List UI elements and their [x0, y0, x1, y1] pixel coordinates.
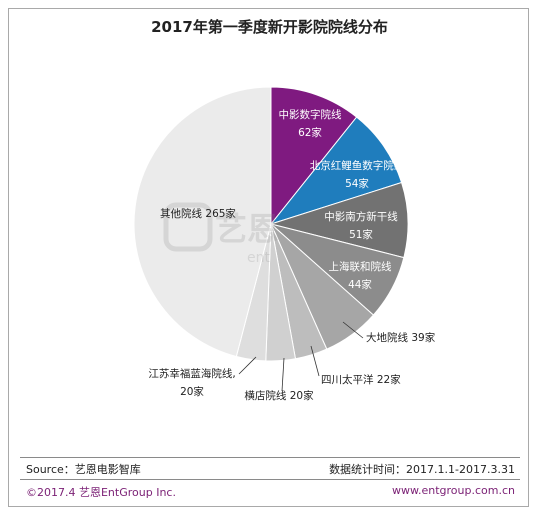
stat-time-text: 数据统计时间：2017.1.1-2017.3.31 [329, 463, 515, 476]
source-text: Source：艺恩电影智库 [26, 463, 141, 476]
slice-label-5: 四川太平洋 22家 [321, 373, 401, 386]
leader-line-6 [281, 357, 285, 392]
leader-line-5 [310, 345, 320, 377]
footer-divider-top [20, 457, 520, 458]
copyright-text: ©2017.4 艺恩EntGroup Inc. [26, 486, 176, 499]
slice-value-7: 20家 [180, 385, 204, 398]
slice-label-4: 大地院线 39家 [366, 331, 436, 344]
pie-slice-0 [270, 86, 358, 226]
slice-label-6: 横店院线 20家 [244, 389, 314, 402]
watermark-logo-text: 艺恩 [215, 210, 279, 248]
leader-line-4 [342, 321, 364, 339]
leader-line-7 [238, 356, 257, 375]
slice-label-8: 其他院线 265家 [160, 207, 236, 220]
slice-label-3: 上海联和院线 [329, 260, 392, 273]
watermark-logo: 艺恩 ent [163, 202, 279, 266]
pie-slice-8 [133, 86, 272, 358]
slice-value-3: 44家 [348, 278, 372, 291]
watermark-mark-icon [163, 202, 213, 252]
slice-label-1: 北京红鲤鱼数字院线 [310, 159, 405, 172]
pie-slice-1 [269, 116, 403, 225]
website-link[interactable]: www.entgroup.com.cn [392, 484, 515, 497]
footer-divider-bottom [20, 479, 520, 480]
slice-label-0: 中影数字院线 [279, 108, 342, 121]
slice-value-0: 62家 [298, 126, 322, 139]
chart-title: 2017年第一季度新开影院院线分布 [151, 18, 388, 36]
slice-label-7: 江苏幸福蓝海院线, [148, 367, 235, 380]
slice-value-2: 51家 [349, 228, 373, 241]
slice-value-1: 54家 [345, 177, 369, 190]
slice-label-2: 中影南方新干线 [324, 210, 398, 223]
watermark-sub-text: ent [247, 250, 270, 266]
